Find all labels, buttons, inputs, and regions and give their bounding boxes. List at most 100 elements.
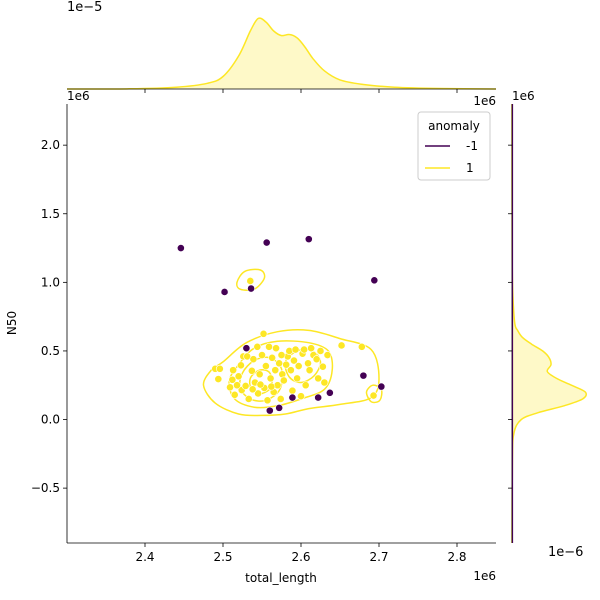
normal-point [263, 396, 272, 405]
normal-point [293, 374, 301, 383]
normal-point [291, 345, 300, 354]
y-tick-label: 1.5 [41, 207, 60, 221]
right-marginal-fill [512, 104, 587, 543]
normal-point [237, 361, 245, 370]
x-tick-label: 2.8 [447, 550, 466, 564]
x-tick-label: 2.5 [213, 550, 232, 564]
normal-point [290, 356, 298, 365]
x-tick-label: 2.7 [369, 550, 388, 564]
main-axes: 2.4 2.5 2.6 2.7 2.8 −0.5 0.0 0.5 1.0 1.5 2.0 tota… [5, 89, 496, 585]
right-marginal-y-offset-label: 1e6 [512, 89, 535, 103]
normal-point [318, 362, 327, 371]
normal-point [258, 351, 266, 359]
anomaly-point [370, 276, 379, 285]
kde-contour [202, 329, 380, 417]
y-axis-ticks: −0.5 0.0 0.5 1.0 1.5 2.0 [31, 138, 67, 495]
y-tick-label: 1.0 [41, 275, 60, 289]
normal-point [271, 366, 280, 375]
normal-point [228, 375, 237, 384]
normal-point [305, 366, 314, 375]
top-marginal-ticks [144, 89, 458, 93]
normal-point [301, 381, 310, 390]
right-marginal-density: 1e6 1e−6 [508, 89, 587, 560]
legend-label-anomaly: -1 [466, 139, 478, 153]
normal-point [214, 375, 223, 383]
normal-point [259, 329, 268, 338]
anomaly-point [275, 403, 284, 412]
normal-point [247, 366, 256, 375]
x-tick-label: 2.6 [291, 550, 310, 564]
anomaly-point [220, 288, 229, 296]
normal-point [254, 389, 262, 398]
legend-box [417, 111, 491, 181]
legend: anomaly -1 1 [417, 111, 491, 181]
anomaly-point [247, 284, 255, 293]
y-tick-label: 0.5 [41, 344, 60, 358]
normal-point [215, 364, 224, 373]
normal-point [268, 353, 277, 362]
y-tick-label: −0.5 [31, 481, 60, 495]
normal-point [320, 378, 329, 387]
normal-point [267, 382, 276, 391]
normal-point [253, 342, 262, 351]
anomaly-point [176, 244, 185, 252]
normal-point [304, 359, 312, 368]
x-tick-label: 2.4 [135, 550, 154, 564]
normal-point [297, 392, 305, 401]
x-axis-ticks: 2.4 2.5 2.6 2.7 2.8 [135, 543, 467, 564]
top-marginal-fill [67, 18, 496, 90]
normal-point [288, 386, 297, 395]
normal-point [277, 351, 286, 359]
normal-point [357, 342, 366, 351]
normal-point [233, 381, 241, 390]
anomaly-point [377, 382, 386, 391]
normal-point [256, 380, 265, 389]
anomaly-point [359, 371, 368, 380]
normal-point [226, 383, 234, 392]
legend-title: anomaly [428, 119, 480, 133]
scatter-points [176, 235, 386, 415]
right-marginal-offset-label: 1e−6 [548, 545, 583, 560]
normal-point [314, 374, 323, 383]
normal-point [249, 355, 258, 364]
normal-point [282, 360, 291, 369]
right-marginal-curve [511, 103, 587, 544]
anomaly-point [314, 393, 323, 402]
normal-point [316, 347, 325, 355]
normal-point [275, 359, 284, 368]
right-marginal-ticks [508, 144, 512, 489]
normal-point [265, 342, 273, 351]
anomaly-point [304, 235, 313, 244]
top-marginal-x-offset-label: 1e6 [473, 94, 496, 108]
normal-point [266, 374, 275, 383]
normal-point [244, 395, 253, 403]
normal-point [234, 372, 243, 381]
kde-contour [236, 268, 266, 292]
y-axis-label: N50 [5, 311, 19, 335]
anomaly-point [242, 344, 251, 353]
normal-point [323, 351, 332, 359]
normal-point [230, 390, 239, 399]
y-offset-label: 1e6 [67, 89, 90, 103]
top-marginal-density: 1e−5 1e6 [66, 0, 497, 108]
legend-label-normal: 1 [466, 161, 474, 175]
top-marginal-curve [66, 17, 497, 90]
normal-point [248, 385, 257, 394]
normal-point [272, 344, 280, 353]
normal-point [307, 344, 316, 353]
x-offset-label: 1e6 [473, 569, 496, 583]
normal-point [337, 341, 346, 350]
normal-point [246, 277, 255, 285]
normal-point [369, 391, 378, 400]
kde-contour [365, 384, 383, 404]
anomaly-point [262, 238, 271, 247]
kde-contour [228, 340, 334, 409]
anomaly-point [325, 388, 334, 397]
y-tick-label: 0.0 [41, 413, 60, 427]
normal-point [312, 355, 321, 364]
normal-point [294, 362, 303, 370]
normal-point [261, 362, 270, 370]
anomaly-point [288, 393, 297, 402]
x-axis-label: total_length [245, 571, 317, 585]
